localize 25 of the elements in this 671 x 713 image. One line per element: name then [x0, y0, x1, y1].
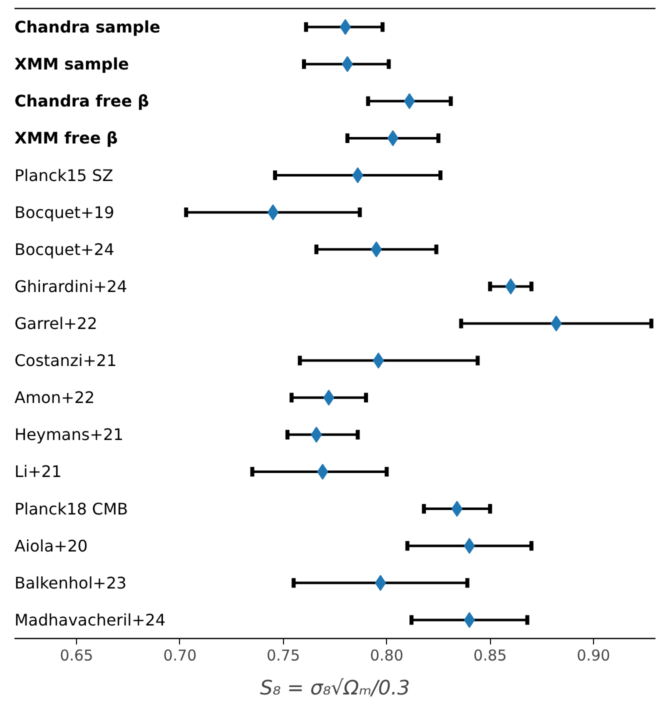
- x-tick-label: 0.85: [473, 646, 507, 664]
- y-tick-label: Bocquet+19: [14, 202, 114, 222]
- y-tick-label: Ghirardini+24: [14, 276, 128, 296]
- y-tick-label: Costanzi+21: [14, 351, 117, 370]
- y-tick-label: Chandra sample: [14, 18, 160, 37]
- y-tick-label: Amon+22: [14, 388, 95, 408]
- x-axis-title: S₈ = σ₈√Ωₘ/0.3: [260, 676, 410, 700]
- x-tick-label: 0.80: [370, 646, 404, 664]
- x-tick-label: 0.75: [266, 646, 300, 664]
- x-tick-label: 0.90: [576, 646, 610, 664]
- y-tick-label: Bocquet+24: [14, 240, 114, 259]
- y-tick-label: Planck18 CMB: [14, 499, 128, 518]
- point: [550, 316, 562, 332]
- y-tick-label: Chandra free β: [14, 92, 150, 111]
- y-tick-label: Balkenhol+23: [14, 573, 127, 592]
- y-tick-label: Garrel+22: [14, 314, 98, 333]
- x-tick-label: 0.65: [60, 646, 94, 664]
- y-tick-label: Heymans+21: [14, 425, 124, 444]
- y-tick-label: XMM sample: [14, 54, 130, 74]
- y-tick-label: Li+21: [14, 462, 62, 482]
- y-tick-label: Aiola+20: [14, 536, 88, 556]
- y-tick-label: XMM free β: [14, 128, 118, 148]
- y-tick-label: Planck15 SZ: [14, 166, 114, 185]
- x-tick-label: 0.70: [163, 646, 197, 664]
- y-tick-label: Madhavacheril+24: [14, 610, 166, 630]
